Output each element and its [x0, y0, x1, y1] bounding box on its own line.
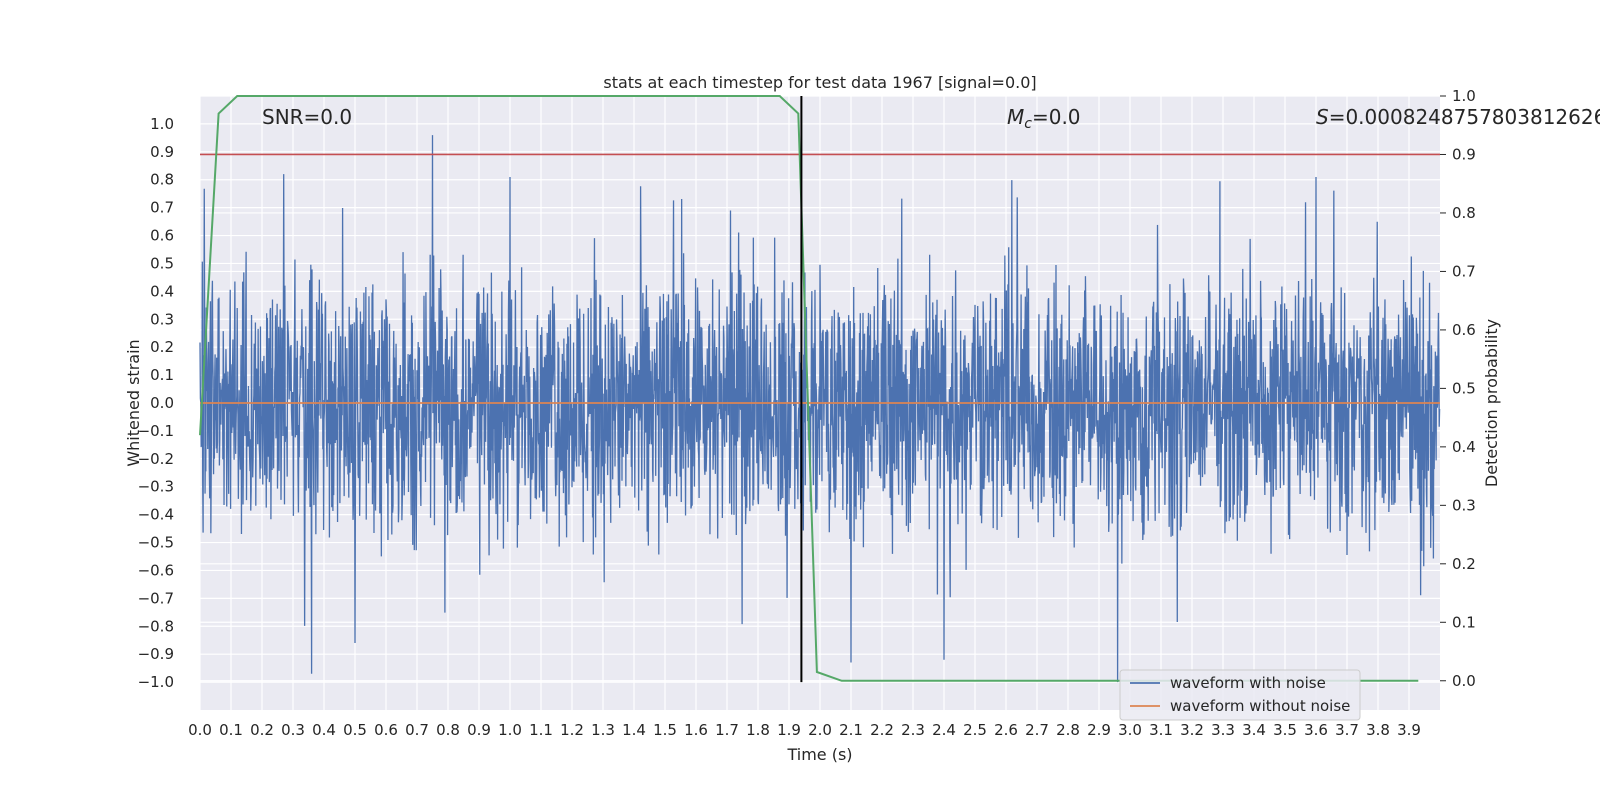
x-tick-label: 1.1 — [529, 721, 553, 739]
x-tick-label: 3.1 — [1149, 721, 1173, 739]
x-tick-label: 3.0 — [1118, 721, 1142, 739]
x-tick-label: 2.9 — [1087, 721, 1111, 739]
x-tick-label: 2.6 — [994, 721, 1018, 739]
mc-value: =0.0 — [1032, 105, 1081, 129]
y-tick-label: 0.7 — [150, 199, 174, 217]
x-axis-label: Time (s) — [786, 745, 852, 764]
x-tick-label: 1.6 — [684, 721, 708, 739]
y-tick-label: 0.0 — [150, 394, 174, 412]
y2-tick-label: 0.5 — [1452, 379, 1476, 397]
x-tick-label: 0.2 — [250, 721, 274, 739]
x-tick-label: 1.9 — [777, 721, 801, 739]
y-tick-label: −0.3 — [138, 478, 174, 496]
y-tick-label: 0.4 — [150, 282, 174, 300]
y-tick-label: −0.6 — [138, 561, 174, 579]
x-tick-label: 3.3 — [1211, 721, 1235, 739]
snr-annotation: SNR=0.0 — [262, 105, 352, 129]
x-tick-label: 3.2 — [1180, 721, 1204, 739]
mc-annotation: Mc=0.0 — [1007, 105, 1081, 132]
mc-subscript: c — [1024, 116, 1032, 132]
s-symbol: S — [1316, 105, 1329, 129]
y-tick-label: −0.1 — [138, 422, 174, 440]
legend-box — [1119, 669, 1361, 721]
series-waveform-with-noise — [199, 135, 1441, 683]
x-tick-label: 1.7 — [715, 721, 739, 739]
y-tick-label: 0.3 — [150, 310, 174, 328]
x-tick-label: 3.6 — [1304, 721, 1328, 739]
legend-label-noise: waveform with noise — [1170, 674, 1326, 692]
x-tick-label: 3.7 — [1335, 721, 1359, 739]
s-value: =0.0008248757803812626 — [1329, 105, 1600, 129]
y-tick-label: −0.2 — [138, 450, 174, 468]
legend: waveform with noise waveform without noi… — [1119, 669, 1361, 721]
mc-symbol: M — [1007, 105, 1024, 129]
y-tick-label: −1.0 — [138, 673, 174, 691]
y2-tick-label: 0.6 — [1452, 321, 1476, 339]
x-tick-label: 1.8 — [746, 721, 770, 739]
x-tick-label: 3.5 — [1273, 721, 1297, 739]
y2-tick-label: 0.0 — [1452, 672, 1476, 690]
y-axis-label: Whitened strain — [124, 339, 143, 466]
x-tick-label: 1.4 — [622, 721, 646, 739]
y2-tick-label: 0.9 — [1452, 145, 1476, 163]
x-tick-label: 2.2 — [870, 721, 894, 739]
y-tick-label: 0.6 — [150, 227, 174, 245]
y-tick-label: 0.9 — [150, 143, 174, 161]
x-tick-label: 0.0 — [188, 721, 212, 739]
x-tick-label: 2.7 — [1025, 721, 1049, 739]
x-tick-label: 0.5 — [343, 721, 367, 739]
y2-tick-label: 0.4 — [1452, 438, 1476, 456]
y-tick-label: −0.4 — [138, 506, 174, 524]
x-tick-label: 2.4 — [932, 721, 956, 739]
x-tick-label: 0.9 — [467, 721, 491, 739]
legend-label-clean: waveform without noise — [1170, 697, 1350, 715]
y2-tick-label: 0.3 — [1452, 496, 1476, 514]
y2-tick-label: 0.8 — [1452, 204, 1476, 222]
x-tick-label: 3.8 — [1366, 721, 1390, 739]
x-tick-label: 1.5 — [653, 721, 677, 739]
x-tick-label: 0.3 — [281, 721, 305, 739]
y-tick-label: 0.5 — [150, 254, 174, 272]
y-tick-label: 0.2 — [150, 338, 174, 356]
x-tick-label: 3.9 — [1397, 721, 1421, 739]
x-tick-label: 2.5 — [963, 721, 987, 739]
y2-tick-label: 1.0 — [1452, 87, 1476, 105]
y-tick-label: −0.8 — [138, 617, 174, 635]
chart-title: stats at each timestep for test data 196… — [603, 73, 1036, 92]
x-tick-label: 0.7 — [405, 721, 429, 739]
x-tick-label: 2.3 — [901, 721, 925, 739]
y2-tick-label: 0.2 — [1452, 555, 1476, 573]
x-tick-label: 1.3 — [591, 721, 615, 739]
x-tick-label: 1.0 — [498, 721, 522, 739]
x-tick-label: 1.2 — [560, 721, 584, 739]
y2-axis-label: Detection probability — [1482, 319, 1501, 487]
tick-labels: 0.0 0.1 0.2 0.3 0.4 0.5 0.6 0.7 0.8 0.9 1.0 1.1 1.2 1… — [138, 87, 1476, 739]
x-tick-label: 0.6 — [374, 721, 398, 739]
y-tick-label: 0.1 — [150, 366, 174, 384]
x-tick-label: 0.1 — [219, 721, 243, 739]
series-detection-probability — [199, 95, 1419, 682]
x-tick-label: 2.1 — [839, 721, 863, 739]
x-tick-label: 0.4 — [312, 721, 336, 739]
x-tick-label: 0.8 — [436, 721, 460, 739]
x-tick-label: 3.4 — [1242, 721, 1266, 739]
y2-tick-label: 0.1 — [1452, 613, 1476, 631]
y-tick-label: −0.5 — [138, 534, 174, 552]
x-tick-label: 2.8 — [1056, 721, 1080, 739]
y-tick-label: 0.8 — [150, 171, 174, 189]
y2-tick-label: 0.7 — [1452, 262, 1476, 280]
data-layer — [199, 95, 1441, 683]
x-tick-label: 2.0 — [808, 721, 832, 739]
y-tick-label: 1.0 — [150, 115, 174, 133]
y-tick-label: −0.9 — [138, 645, 174, 663]
s-annotation: S=0.0008248757803812626 — [1316, 105, 1600, 129]
y-tick-label: −0.7 — [138, 589, 174, 607]
